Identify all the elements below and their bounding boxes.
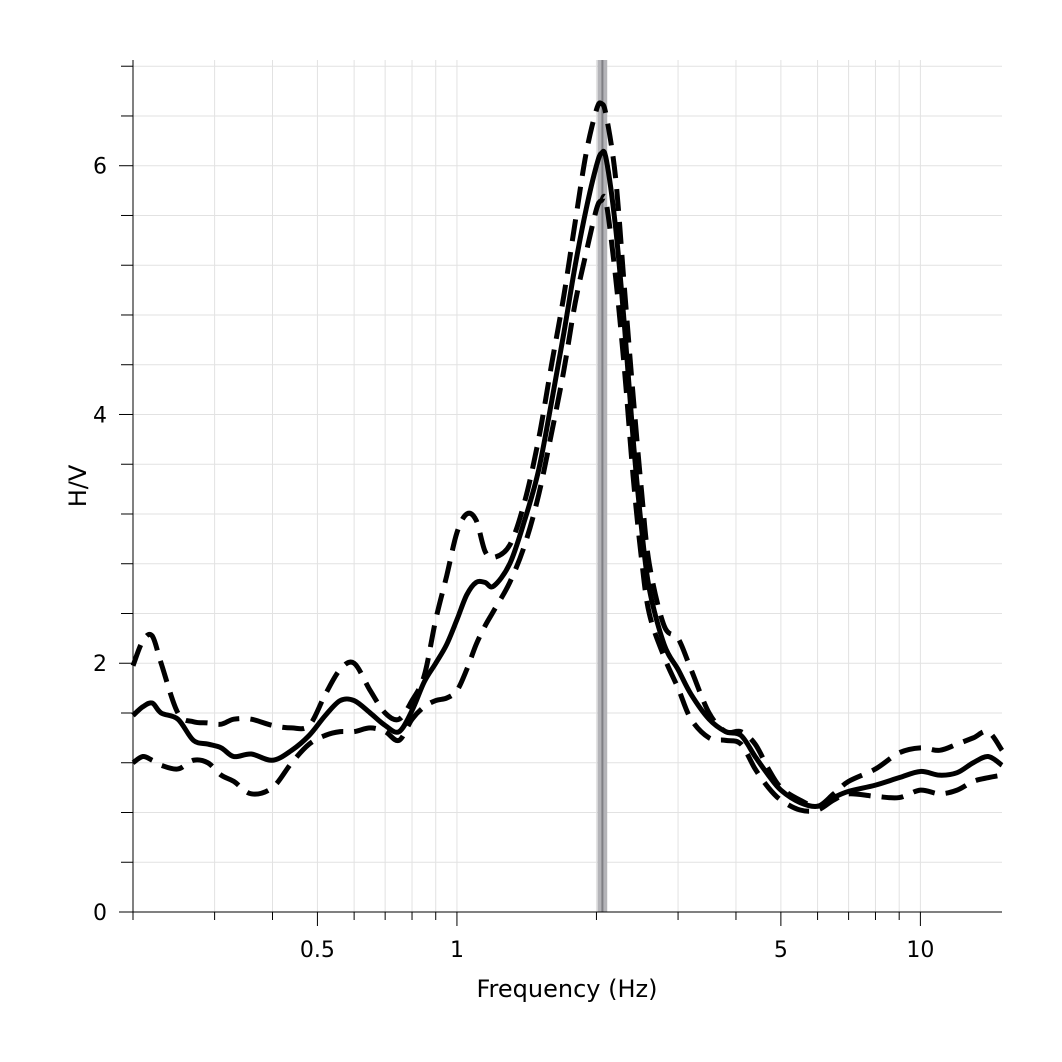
series-layer [130,100,1005,814]
axis-layer: 0.5 1 5 10 0 2 4 6 [93,60,1002,963]
x-tick-label: 5 [774,938,788,963]
x-axis-title: Frequency (Hz) [477,975,658,1003]
y-tick-label: 6 [93,155,107,180]
peak-band-layer [597,60,608,912]
y-tick-label: 4 [93,403,107,428]
y-tick-label: 0 [93,901,107,926]
dashed-series-line-1 [130,100,1005,809]
y-tick-label: 2 [93,652,107,677]
dashed-series-line-2 [131,193,1003,814]
x-tick-label: 1 [450,938,464,963]
solid-series-line [131,148,1004,809]
grid-layer [132,60,1002,912]
x-tick-label: 0.5 [300,938,335,963]
x-tick-label: 10 [906,938,934,963]
y-axis-title: H/V [64,464,92,507]
